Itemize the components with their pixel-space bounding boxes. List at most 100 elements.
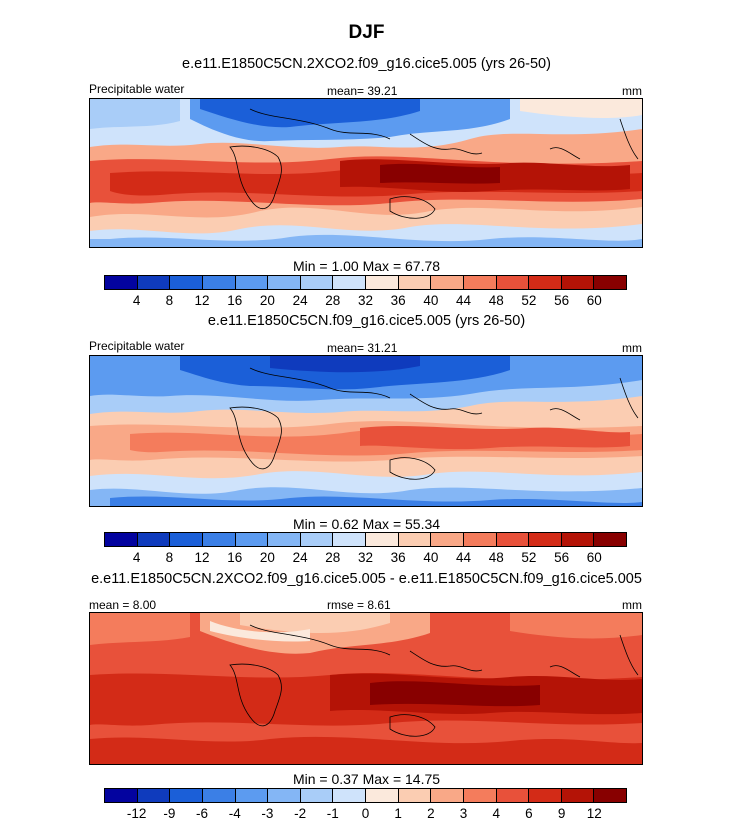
colorbar-tick-label: -2 [294,806,307,821]
colorbar-tick-label: 56 [554,550,570,565]
colorbar-swatch [300,533,334,546]
colorbar-swatch [235,276,269,289]
colorbar-tick-label: 32 [357,293,374,308]
colorbar-swatch [105,276,138,289]
colorbar-swatch [594,533,626,546]
panel-3-colorbar-ticks: -12 -9 -6 -4 -3 -2 -1 0 1 2 3 4 6 9 12 [104,806,627,822]
colorbar-swatch [594,789,626,802]
colorbar-tick-label: 52 [521,550,537,565]
colorbar-tick-label: 3 [459,806,468,821]
colorbar-swatch [235,789,269,802]
panel-1-colorbar-ticks: 4 8 12 16 20 24 28 32 36 40 44 48 52 56 60 [104,293,627,309]
colorbar-tick-label: 2 [427,806,435,821]
colorbar-tick-label: 12 [194,293,210,308]
colorbar-tick-label: 28 [325,550,341,565]
colorbar-swatch [202,789,236,802]
colorbar-swatch [137,276,171,289]
colorbar-swatch [137,533,171,546]
colorbar-tick-label: 36 [390,550,406,565]
colorbar-tick-label: -9 [163,806,176,821]
colorbar-tick-label: 4 [492,806,501,821]
colorbar-swatch [333,533,366,546]
colorbar-tick-label: 60 [586,293,602,308]
colorbar-swatch [170,276,203,289]
colorbar-tick-label: 8 [165,550,174,565]
colorbar-swatch [300,789,334,802]
colorbar-tick-label: -3 [261,806,274,821]
colorbar-tick-label: 4 [132,293,141,308]
panel-2-case-title: e.e11.E1850C5CN.f09_g16.cice5.005 (yrs 2… [207,313,526,329]
panel-2-mean-label: mean= 31.21 [327,341,398,355]
colorbar-swatch [268,533,301,546]
colorbar-tick-label: 6 [525,806,533,821]
panel-1-map-svg [90,99,642,247]
colorbar-tick-label: -1 [326,806,339,821]
colorbar-swatch [561,276,595,289]
panel-1-case-title: e.e11.E1850C5CN.2XCO2.f09_g16.cice5.005 … [182,56,551,72]
colorbar-swatch [398,533,432,546]
panel-1-mean-label: mean= 39.21 [327,84,398,98]
panel-2-map [89,355,643,507]
colorbar-swatch [366,789,399,802]
colorbar-swatch [431,276,464,289]
colorbar-tick-label: 28 [325,293,341,308]
colorbar-tick-label: 16 [227,293,243,308]
colorbar-tick-label: 40 [423,550,439,565]
colorbar-swatch [561,533,595,546]
colorbar-tick-label: 48 [488,293,504,308]
colorbar-swatch [366,533,399,546]
panel-2-map-svg [90,356,642,506]
colorbar-swatch [105,533,138,546]
colorbar-tick-label: 24 [292,550,308,565]
colorbar-tick-label: 52 [521,293,537,308]
colorbar-swatch [137,789,171,802]
colorbar-tick-label: 0 [361,806,370,821]
colorbar-tick-label: 4 [132,550,141,565]
colorbar-swatch [105,789,138,802]
colorbar-swatch [268,276,301,289]
panel-1-units-label: mm [622,84,642,98]
colorbar-tick-label: -12 [126,806,147,821]
panel-3-units-label: mm [622,598,642,612]
colorbar-swatch [235,533,269,546]
colorbar-swatch [496,276,530,289]
colorbar-swatch [561,789,595,802]
colorbar-tick-label: 16 [227,550,243,565]
colorbar-swatch [300,276,334,289]
figure-title: DJF [348,22,385,43]
colorbar-swatch [170,789,203,802]
colorbar-tick-label: 24 [292,293,308,308]
panel-2-variable-label: Precipitable water [89,339,185,353]
colorbar-swatch [398,276,432,289]
colorbar-tick-label: 56 [554,293,570,308]
colorbar-swatch [529,276,562,289]
panel-3-stats: Min = 0.37 Max = 14.75 [292,771,441,787]
colorbar-swatch [366,276,399,289]
colorbar-swatch [333,789,366,802]
colorbar-tick-label: 60 [586,550,602,565]
colorbar-tick-label: 32 [357,550,374,565]
colorbar-swatch [496,533,530,546]
colorbar-swatch [268,789,301,802]
colorbar-tick-label: 36 [390,293,406,308]
colorbar-swatch [594,276,626,289]
colorbar-swatch [529,533,562,546]
colorbar-swatch [463,533,497,546]
colorbar-swatch [529,789,562,802]
colorbar-swatch [463,276,497,289]
colorbar-tick-label: 48 [488,550,504,565]
panel-3-mean-label: mean = 8.00 [89,598,157,612]
panel-3-rmse-label: rmse = 8.61 [327,598,391,612]
colorbar-tick-label: 20 [259,550,275,565]
panel-3-case-title: e.e11.E1850C5CN.2XCO2.f09_g16.cice5.005 … [91,571,642,587]
colorbar-swatch [202,533,236,546]
colorbar-tick-label: 12 [586,806,602,821]
colorbar-tick-label: 12 [194,550,210,565]
colorbar-tick-label: 44 [456,293,472,308]
panel-1-stats: Min = 1.00 Max = 67.78 [292,258,441,274]
colorbar-swatch [463,789,497,802]
panel-2-colorbar-ticks: 4 8 12 16 20 24 28 32 36 40 44 48 52 56 60 [104,550,627,566]
panel-3-map [89,612,643,765]
panel-3-colorbar [104,788,627,803]
colorbar-tick-label: 9 [557,806,566,821]
